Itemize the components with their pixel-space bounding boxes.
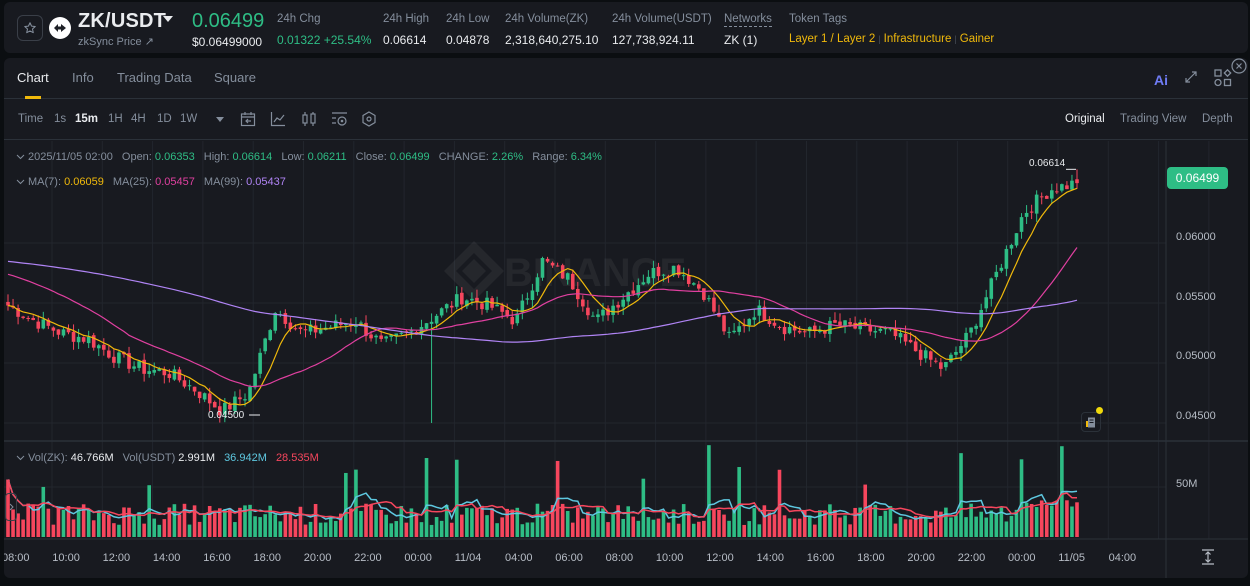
x-tick: 12:00 xyxy=(102,552,131,564)
last-price: 0.06499 xyxy=(192,10,265,32)
interval-4h[interactable]: 4H xyxy=(131,113,146,125)
low-marker: 0.04500 xyxy=(208,410,245,421)
current-price-tag: 0.06499 xyxy=(1167,167,1228,189)
indicator-chart-icon[interactable] xyxy=(270,111,286,127)
notification-dot xyxy=(1096,407,1103,414)
x-tick: 11/05 xyxy=(1058,552,1086,564)
caret-down-icon[interactable] xyxy=(163,15,173,23)
last-price-usd: $0.06499000 xyxy=(192,35,263,49)
chart-tabs: Chart Info Trading Data Square Ai xyxy=(4,58,1248,99)
y-tick: 0.05500 xyxy=(1176,291,1216,303)
interval-1s[interactable]: 1s xyxy=(54,113,67,125)
x-tick: 18:00 xyxy=(857,552,885,564)
favorite-button[interactable] xyxy=(17,15,43,41)
close-icon[interactable] xyxy=(1231,58,1247,74)
x-tick: 16:00 xyxy=(806,552,835,564)
interval-time[interactable]: Time xyxy=(18,113,44,125)
interval-1h[interactable]: 1H xyxy=(108,113,123,125)
star-icon xyxy=(24,22,36,34)
y-tick: 0.04500 xyxy=(1176,410,1216,422)
candle-type-icon[interactable] xyxy=(301,111,317,127)
y-tick: 0.06000 xyxy=(1176,231,1216,243)
x-tick: 12:00 xyxy=(706,552,734,564)
x-tick: 18:00 xyxy=(253,552,282,564)
x-tick: 14:00 xyxy=(152,552,181,564)
y-tick: 0.05000 xyxy=(1176,350,1216,362)
tab-trading-data[interactable]: Trading Data xyxy=(117,70,192,85)
calendar-icon[interactable] xyxy=(240,111,256,127)
tab-chart[interactable]: Chart xyxy=(17,70,49,85)
interval-dropdown-icon[interactable] xyxy=(216,117,224,123)
x-tick: 00:00 xyxy=(404,552,432,564)
chart-panel: Chart Info Trading Data Square Ai Time 1… xyxy=(4,58,1248,578)
x-tick: 08:00 xyxy=(4,552,30,564)
expand-icon[interactable] xyxy=(1184,70,1198,84)
stat-24h-volume-usdt: 24h Volume(USDT) 127,738,924.11 xyxy=(612,13,712,47)
x-tick: 06:00 xyxy=(555,552,583,564)
x-tick: 22:00 xyxy=(354,552,382,564)
news-icon xyxy=(1086,417,1095,427)
interval-1d[interactable]: 1D xyxy=(157,113,172,125)
ticker-header: ZK/USDT zkSync Price ↗ 0.06499 $0.064990… xyxy=(4,2,1248,53)
interval-1w[interactable]: 1W xyxy=(180,113,198,125)
chevron-right-icon xyxy=(9,503,14,511)
collapse-chevron-icon[interactable] xyxy=(16,179,25,185)
view-trading-view[interactable]: Trading View xyxy=(1120,113,1187,125)
coin-price-link[interactable]: zkSync Price ↗ xyxy=(78,36,154,48)
ai-assistant-button[interactable]: Ai xyxy=(1154,72,1168,88)
x-tick: 10:00 xyxy=(655,552,684,564)
stat-24h-change: 24h Chg 0.01322 +25.54% xyxy=(277,13,372,47)
volume-y-tick: 50M xyxy=(1176,478,1198,490)
x-tick: 16:00 xyxy=(203,552,231,564)
ohlc-legend: 2025/11/05 02:00 Open: 0.06353 High: 0.0… xyxy=(16,151,608,163)
pair-name[interactable]: ZK/USDT xyxy=(78,10,167,32)
news-button[interactable] xyxy=(1081,412,1101,432)
layout-grid-icon[interactable] xyxy=(1214,69,1232,87)
active-tab-indicator xyxy=(25,96,41,99)
collapse-chevron-icon[interactable] xyxy=(16,455,25,461)
x-tick: 14:00 xyxy=(756,552,785,564)
stat-24h-high: 24h High 0.06614 xyxy=(383,13,430,47)
chart-settings-icon[interactable] xyxy=(331,111,348,127)
tab-info[interactable]: Info xyxy=(72,70,94,85)
x-tick: 20:00 xyxy=(303,552,332,564)
x-tick: 20:00 xyxy=(907,552,935,564)
hexagon-settings-icon[interactable] xyxy=(361,111,377,127)
x-tick: 04:00 xyxy=(1108,552,1137,564)
ma-legend: MA(7): 0.06059 MA(25): 0.05457 MA(99): 0… xyxy=(16,176,292,188)
x-tick: 00:00 xyxy=(1008,552,1036,564)
x-tick: 10:00 xyxy=(52,552,80,564)
tag-layer1-layer2[interactable]: Layer 1 / Layer 2 xyxy=(789,33,876,45)
interval-15m[interactable]: 15m xyxy=(75,113,99,125)
x-tick: 11/04 xyxy=(454,552,482,564)
tab-square[interactable]: Square xyxy=(214,70,256,85)
chart-canvas[interactable]: BINANCE xyxy=(4,141,1248,578)
autoscale-icon[interactable] xyxy=(1201,549,1215,565)
tag-gainer[interactable]: Gainer xyxy=(959,33,995,45)
high-marker: 0.06614 xyxy=(1029,158,1066,169)
view-depth[interactable]: Depth xyxy=(1202,113,1233,125)
stat-24h-volume-zk: 24h Volume(ZK) 2,318,640,275.10 xyxy=(505,13,599,47)
stat-24h-low: 24h Low 0.04878 xyxy=(446,13,490,47)
expand-sidebar-button[interactable] xyxy=(5,493,17,521)
view-original[interactable]: Original xyxy=(1065,113,1105,125)
stat-networks[interactable]: Networks ZK (1) xyxy=(724,13,772,47)
x-tick: 08:00 xyxy=(605,552,634,564)
candlestick-chart[interactable]: BINANCE 2025/11/05 02:00 Open: 0.06353 H… xyxy=(4,141,1248,578)
collapse-chevron-icon[interactable] xyxy=(16,154,25,160)
token-tags: Token Tags Layer 1 / Layer 2 | Infrastruct… xyxy=(789,13,995,45)
x-tick: 04:00 xyxy=(505,552,533,564)
volume-legend: Vol(ZK): 46.766M Vol(USDT) 2.991M 36.942… xyxy=(16,452,325,464)
x-tick: 22:00 xyxy=(957,552,986,564)
chart-toolbar: Time 1s 15m 1H 4H 1D 1W Original Trading… xyxy=(4,100,1248,140)
zksync-logo-icon xyxy=(49,17,71,39)
svg-text:BINANCE: BINANCE xyxy=(504,251,686,295)
tag-infrastructure[interactable]: Infrastructure xyxy=(883,33,952,45)
